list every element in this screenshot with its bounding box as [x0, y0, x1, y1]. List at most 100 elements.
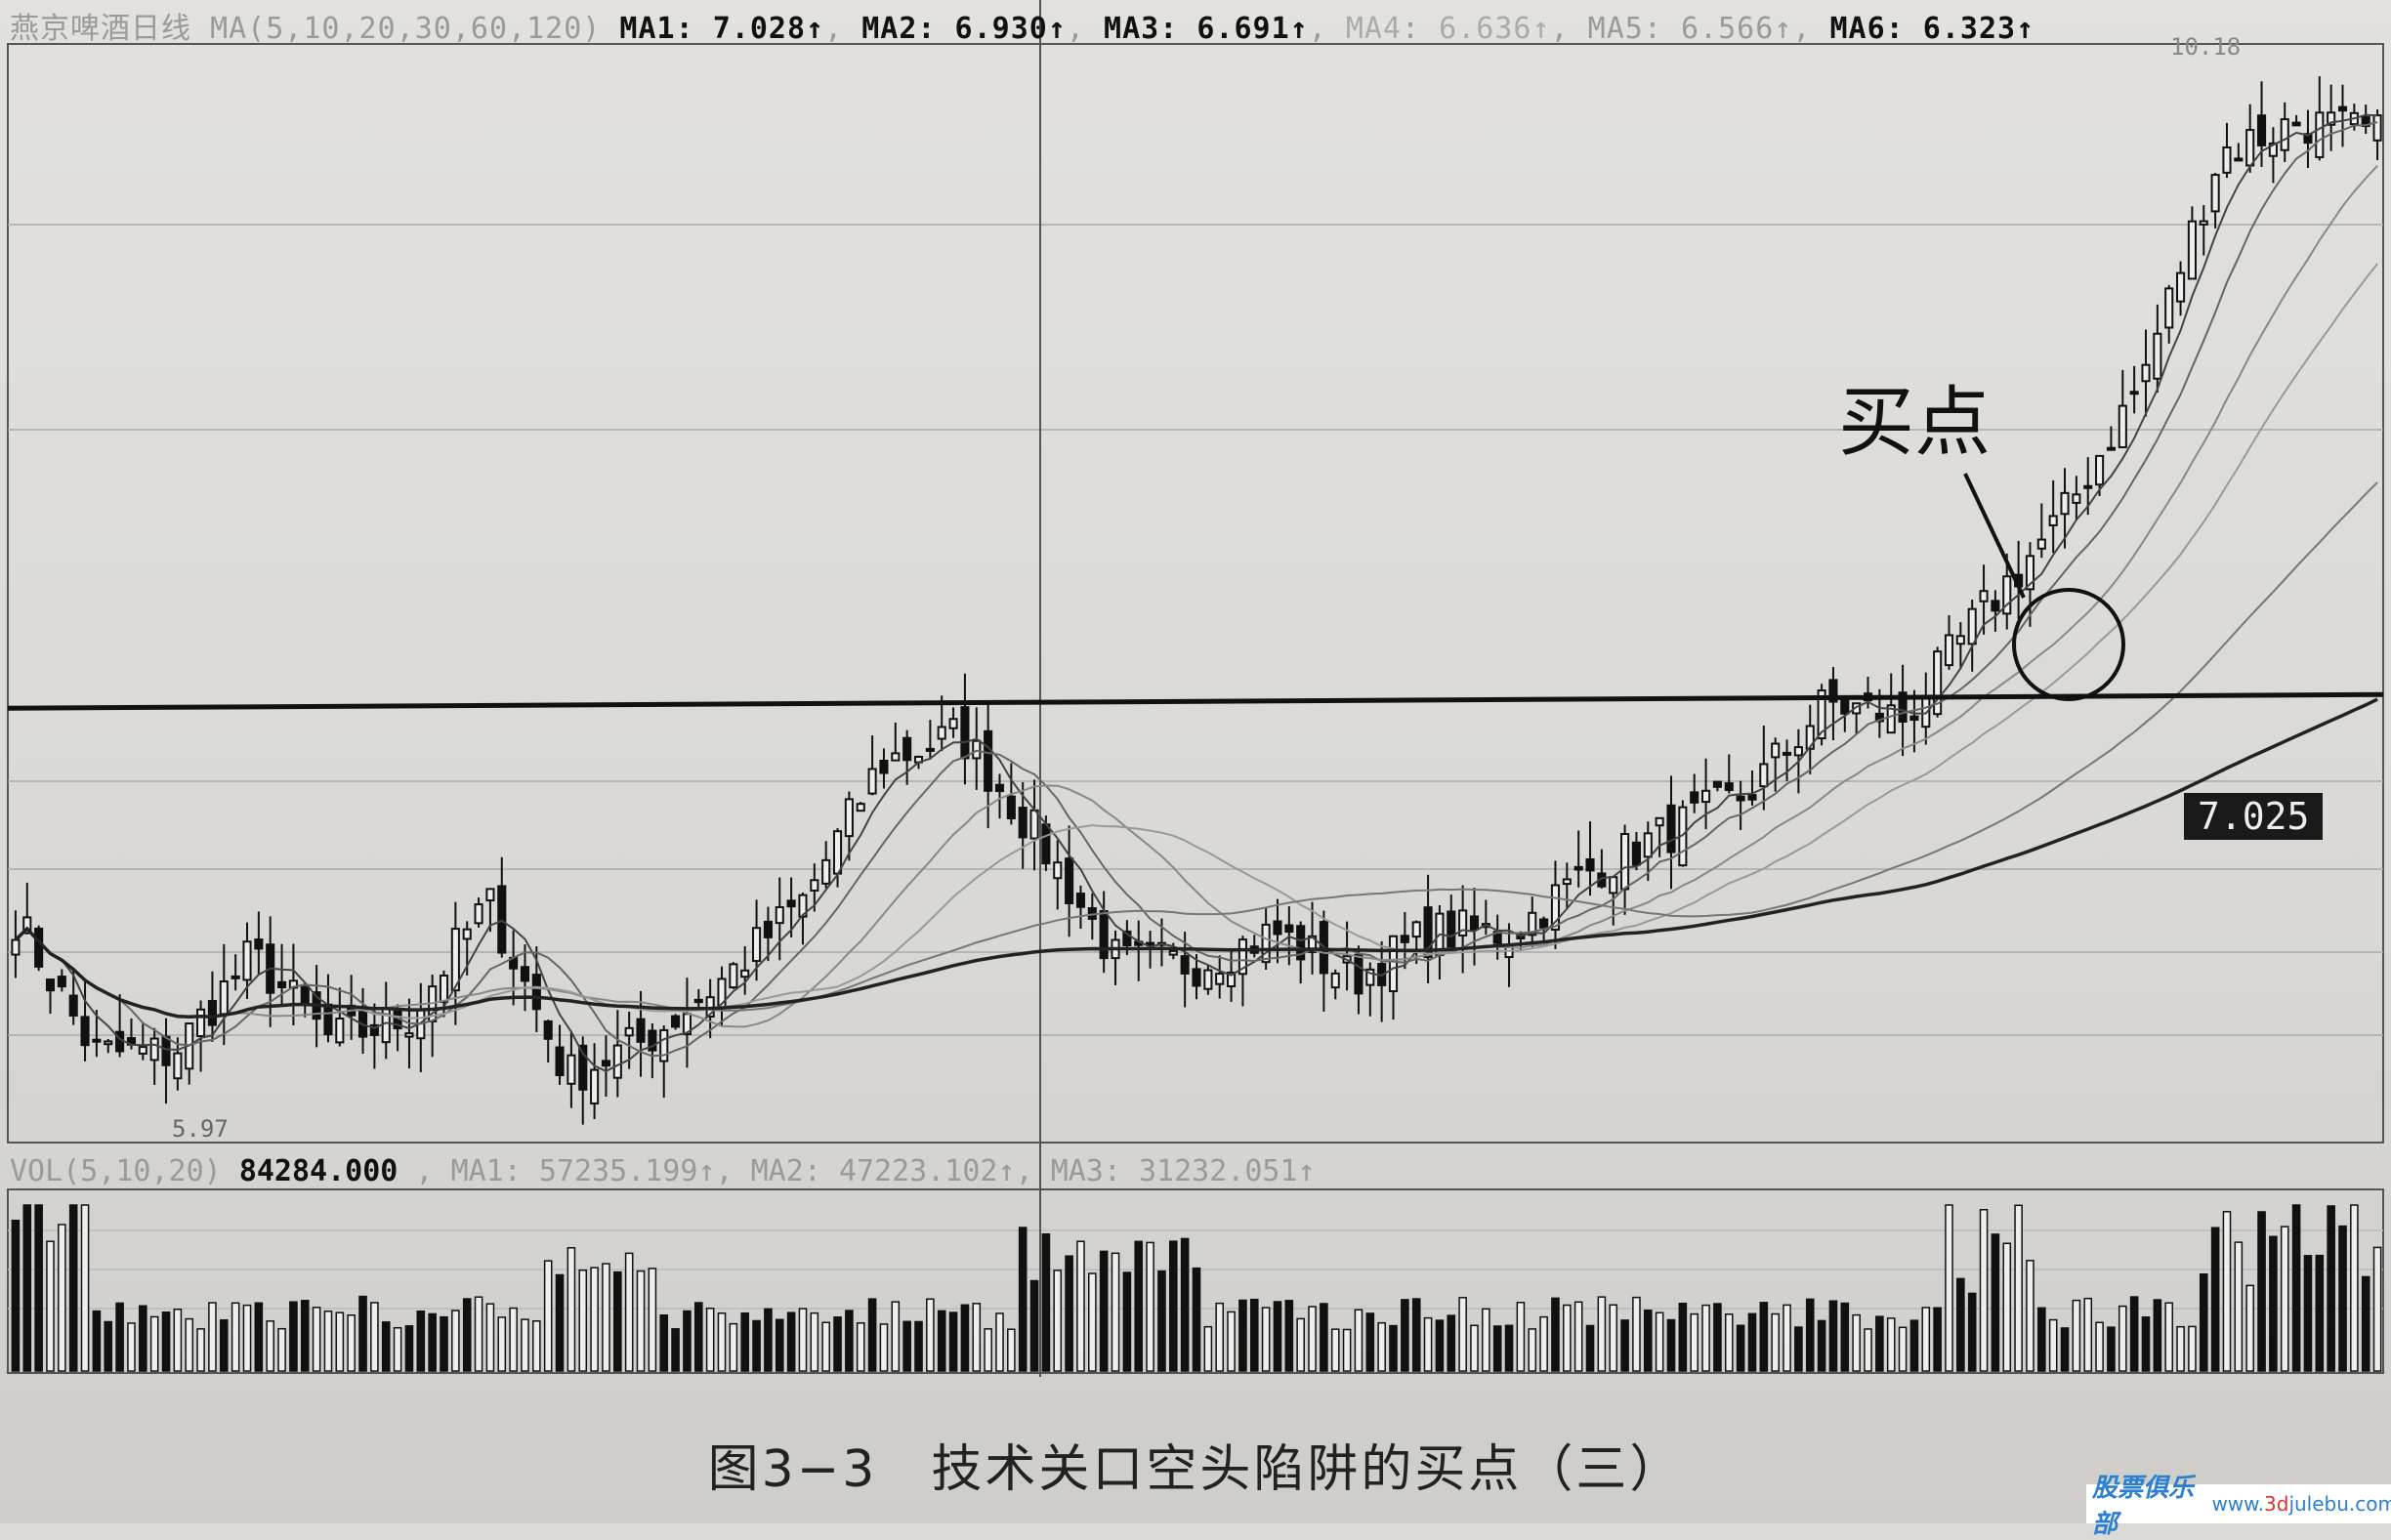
candle-up	[1237, 938, 1247, 976]
volume-header: VOL(5,10,20) 84284.000 , MA1: 57235.199↑…	[10, 1154, 1316, 1188]
volume-bar	[2269, 1235, 2278, 1372]
candle-up	[1203, 969, 1213, 990]
volume-bar	[1238, 1299, 1247, 1372]
ma2-value: 6.930↑	[954, 12, 1067, 46]
volume-bar	[404, 1325, 414, 1372]
volume-bar	[2315, 1254, 2325, 1372]
candle-down	[2083, 484, 2093, 489]
candle-up	[462, 928, 472, 940]
volume-bar	[1018, 1227, 1028, 1372]
volume-bar	[347, 1314, 356, 1372]
candle-down	[1006, 795, 1016, 819]
volume-bar	[1377, 1321, 1386, 1372]
candle-down	[2337, 105, 2348, 112]
candle-up	[729, 963, 738, 989]
candle-down	[92, 1038, 102, 1043]
annotation-pointer	[1963, 473, 2026, 599]
volume-bar	[1956, 1277, 1965, 1372]
candle-up	[624, 1026, 634, 1037]
candle-down	[277, 980, 287, 988]
volume-bar	[1864, 1328, 1872, 1372]
candle-up	[1944, 634, 1954, 667]
stock-title: 燕京啤酒日线	[10, 12, 191, 46]
volume-bar	[2303, 1255, 2313, 1372]
candle-down	[1469, 915, 1480, 931]
volume-bar	[1320, 1303, 1328, 1372]
volume-bar	[208, 1302, 217, 1372]
volume-bar	[2129, 1296, 2139, 1372]
volume-bar	[1875, 1315, 1884, 1372]
volume-bar	[1585, 1324, 1595, 1372]
volume-bar	[1122, 1271, 1132, 1372]
volume-bar	[995, 1312, 1004, 1372]
candle-down	[960, 706, 970, 760]
volume-bar	[2083, 1297, 2093, 1372]
candle-down	[300, 983, 310, 1006]
candle-up	[612, 1044, 622, 1079]
candle-down	[1400, 935, 1409, 943]
volume-bar	[1783, 1304, 1791, 1372]
volume-bar	[810, 1311, 819, 1372]
volume-bar	[2176, 1325, 2185, 1372]
volume-bar	[1643, 1310, 1653, 1372]
volume-bar	[693, 1302, 703, 1372]
ma10-line	[15, 121, 2378, 1058]
volume-bar	[1296, 1317, 1305, 1372]
ma5-line	[15, 113, 2378, 1073]
volume-bar	[2245, 1284, 2254, 1372]
volume-bar	[775, 1318, 784, 1372]
ma3-value: 6.691↑	[1196, 12, 1309, 46]
candle-down	[1146, 941, 1155, 946]
candle-up	[404, 1032, 414, 1038]
volume-bar	[497, 1316, 507, 1372]
candle-down	[1018, 807, 1028, 839]
candle-down	[1898, 691, 1908, 723]
candle-down	[2129, 391, 2139, 395]
candle-down	[254, 938, 264, 950]
ma4-label: MA4	[1345, 12, 1403, 46]
candle-up	[2199, 220, 2208, 226]
volume-bar	[764, 1308, 773, 1372]
volume-bar	[1192, 1267, 1201, 1372]
volume-bar	[914, 1320, 923, 1372]
volume-bar	[821, 1321, 830, 1372]
candle-down	[984, 729, 993, 792]
candle-up	[566, 1054, 576, 1085]
volume-bar	[1389, 1324, 1398, 1372]
candle-down	[994, 783, 1005, 793]
candle-down	[1712, 780, 1722, 788]
candle-down	[1736, 795, 1745, 802]
candle-down	[1122, 930, 1132, 947]
candle-down	[555, 1046, 565, 1077]
candle-up	[1330, 972, 1340, 989]
ma1-label: MA1	[619, 12, 676, 46]
candle-down	[520, 966, 530, 982]
candle-up	[1168, 949, 1178, 956]
volume-bar	[2257, 1211, 2266, 1372]
candle-down	[1666, 804, 1676, 853]
candle-down	[1192, 968, 1201, 987]
candle-up	[1215, 973, 1225, 985]
candle-up	[948, 718, 958, 729]
volume-bar	[2141, 1316, 2151, 1372]
candle-down	[671, 1015, 681, 1028]
volume-bar	[440, 1315, 448, 1372]
candle-down	[207, 1000, 217, 1026]
vol-ma3-value: 31232.051↑	[1139, 1154, 1316, 1188]
candle-down	[497, 885, 507, 954]
volume-bar	[2014, 1204, 2023, 1372]
volume-bar	[1898, 1326, 1908, 1372]
volume-bar	[2188, 1325, 2197, 1372]
candle-up	[1261, 923, 1271, 964]
candle-up	[2153, 332, 2162, 380]
volume-bar	[1354, 1309, 1363, 1372]
candle-up	[2222, 146, 2232, 174]
candle-down	[2256, 114, 2267, 146]
candle-up	[798, 894, 808, 918]
candle-up	[1771, 742, 1781, 759]
volume-bar	[416, 1311, 426, 1372]
volume-bar	[393, 1326, 402, 1372]
volume-bar	[266, 1320, 275, 1372]
candle-down	[1065, 857, 1074, 904]
volume-bar	[1249, 1298, 1259, 1372]
